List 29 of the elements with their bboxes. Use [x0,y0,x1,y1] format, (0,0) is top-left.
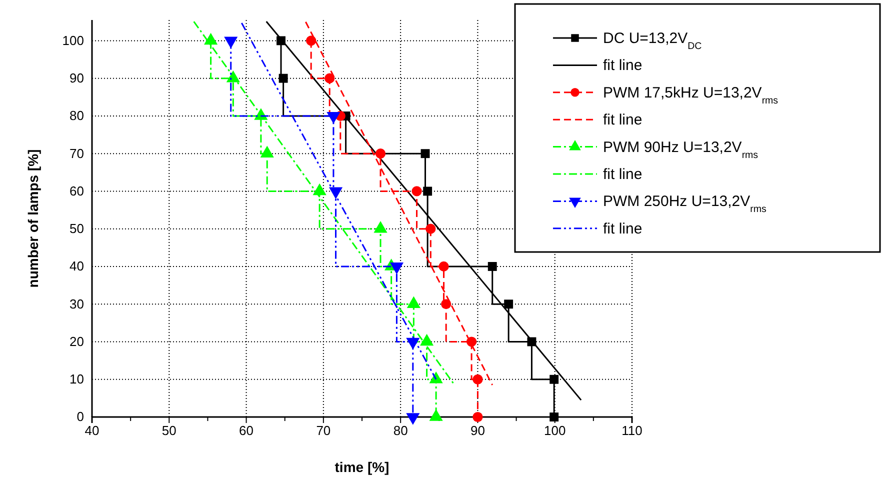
x-tick-label: 50 [162,423,176,438]
y-tick-label: 40 [70,258,84,274]
y-tick-label: 90 [70,70,84,86]
x-tick-label: 80 [393,423,408,438]
y-axis-title: number of lamps [%] [25,149,41,288]
legend-label: fit line [603,57,642,74]
legend-label: PWM 90Hz U=13,2V$_{rms}$ [603,138,758,160]
x-tick-label: 40 [84,423,100,438]
legend-label: PWM 250Hz U=13,2V$_{rms}$ [603,193,767,215]
y-tick-label: 10 [70,372,84,387]
x-tick-label: 60 [239,423,254,438]
x-tick-label: 90 [470,423,485,438]
y-tick-label: 100 [62,32,84,48]
legend-label: fit line [603,166,642,183]
y-tick-label: 80 [70,108,84,124]
x-tick-label: 100 [544,423,566,438]
y-tick-label: 30 [70,296,84,312]
legend-label: fit line [603,220,642,238]
x-tick-label: 110 [622,423,642,438]
y-tick-label: 0 [76,409,84,424]
legend-label: DC U=13,2V$_{DC}$ [603,30,702,52]
legend-label: PWM 17,5kHz U=13,2V$_{rms}$ [603,84,778,106]
y-tick-label: 50 [70,221,84,236]
y-tick-label: 60 [70,183,84,198]
legend-label: fit line [603,112,642,129]
x-axis-title: time [%] [334,459,390,475]
x-tick-label: 70 [316,423,331,438]
y-tick-label: 20 [70,334,84,349]
y-tick-label: 70 [70,146,84,161]
